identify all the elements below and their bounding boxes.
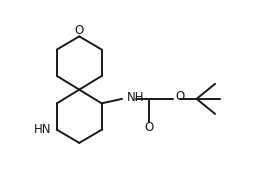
Text: O: O bbox=[75, 23, 84, 37]
Text: O: O bbox=[176, 90, 185, 103]
Text: NH: NH bbox=[127, 90, 145, 104]
Text: O: O bbox=[144, 121, 154, 134]
Text: HN: HN bbox=[34, 123, 52, 136]
